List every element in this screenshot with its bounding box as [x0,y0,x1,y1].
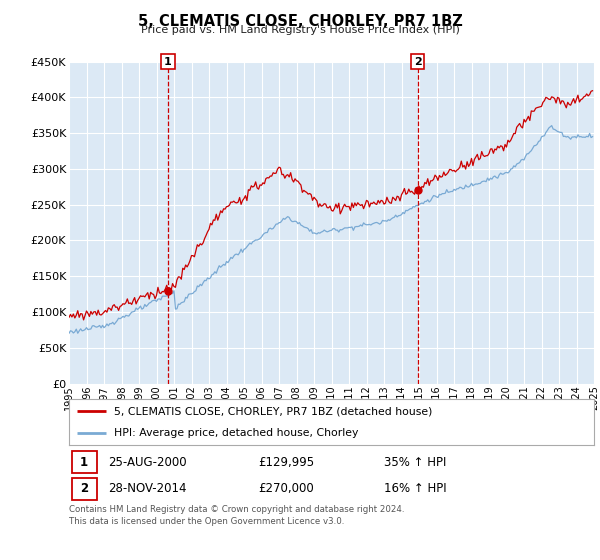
Text: 5, CLEMATIS CLOSE, CHORLEY, PR7 1BZ: 5, CLEMATIS CLOSE, CHORLEY, PR7 1BZ [137,14,463,29]
Text: £129,995: £129,995 [258,455,314,469]
Text: 16% ↑ HPI: 16% ↑ HPI [384,482,446,496]
Text: 1: 1 [80,455,88,469]
FancyBboxPatch shape [71,451,97,473]
Text: 35% ↑ HPI: 35% ↑ HPI [384,455,446,469]
Text: Price paid vs. HM Land Registry's House Price Index (HPI): Price paid vs. HM Land Registry's House … [140,25,460,35]
Text: £270,000: £270,000 [258,482,314,496]
Text: 5, CLEMATIS CLOSE, CHORLEY, PR7 1BZ (detached house): 5, CLEMATIS CLOSE, CHORLEY, PR7 1BZ (det… [113,406,432,416]
Text: HPI: Average price, detached house, Chorley: HPI: Average price, detached house, Chor… [113,428,358,438]
Text: 28-NOV-2014: 28-NOV-2014 [109,482,187,496]
Text: 2: 2 [80,482,88,496]
Text: 2: 2 [414,57,421,67]
Text: 25-AUG-2000: 25-AUG-2000 [109,455,187,469]
Text: Contains HM Land Registry data © Crown copyright and database right 2024.
This d: Contains HM Land Registry data © Crown c… [69,505,404,526]
FancyBboxPatch shape [71,478,97,500]
Text: 1: 1 [164,57,172,67]
